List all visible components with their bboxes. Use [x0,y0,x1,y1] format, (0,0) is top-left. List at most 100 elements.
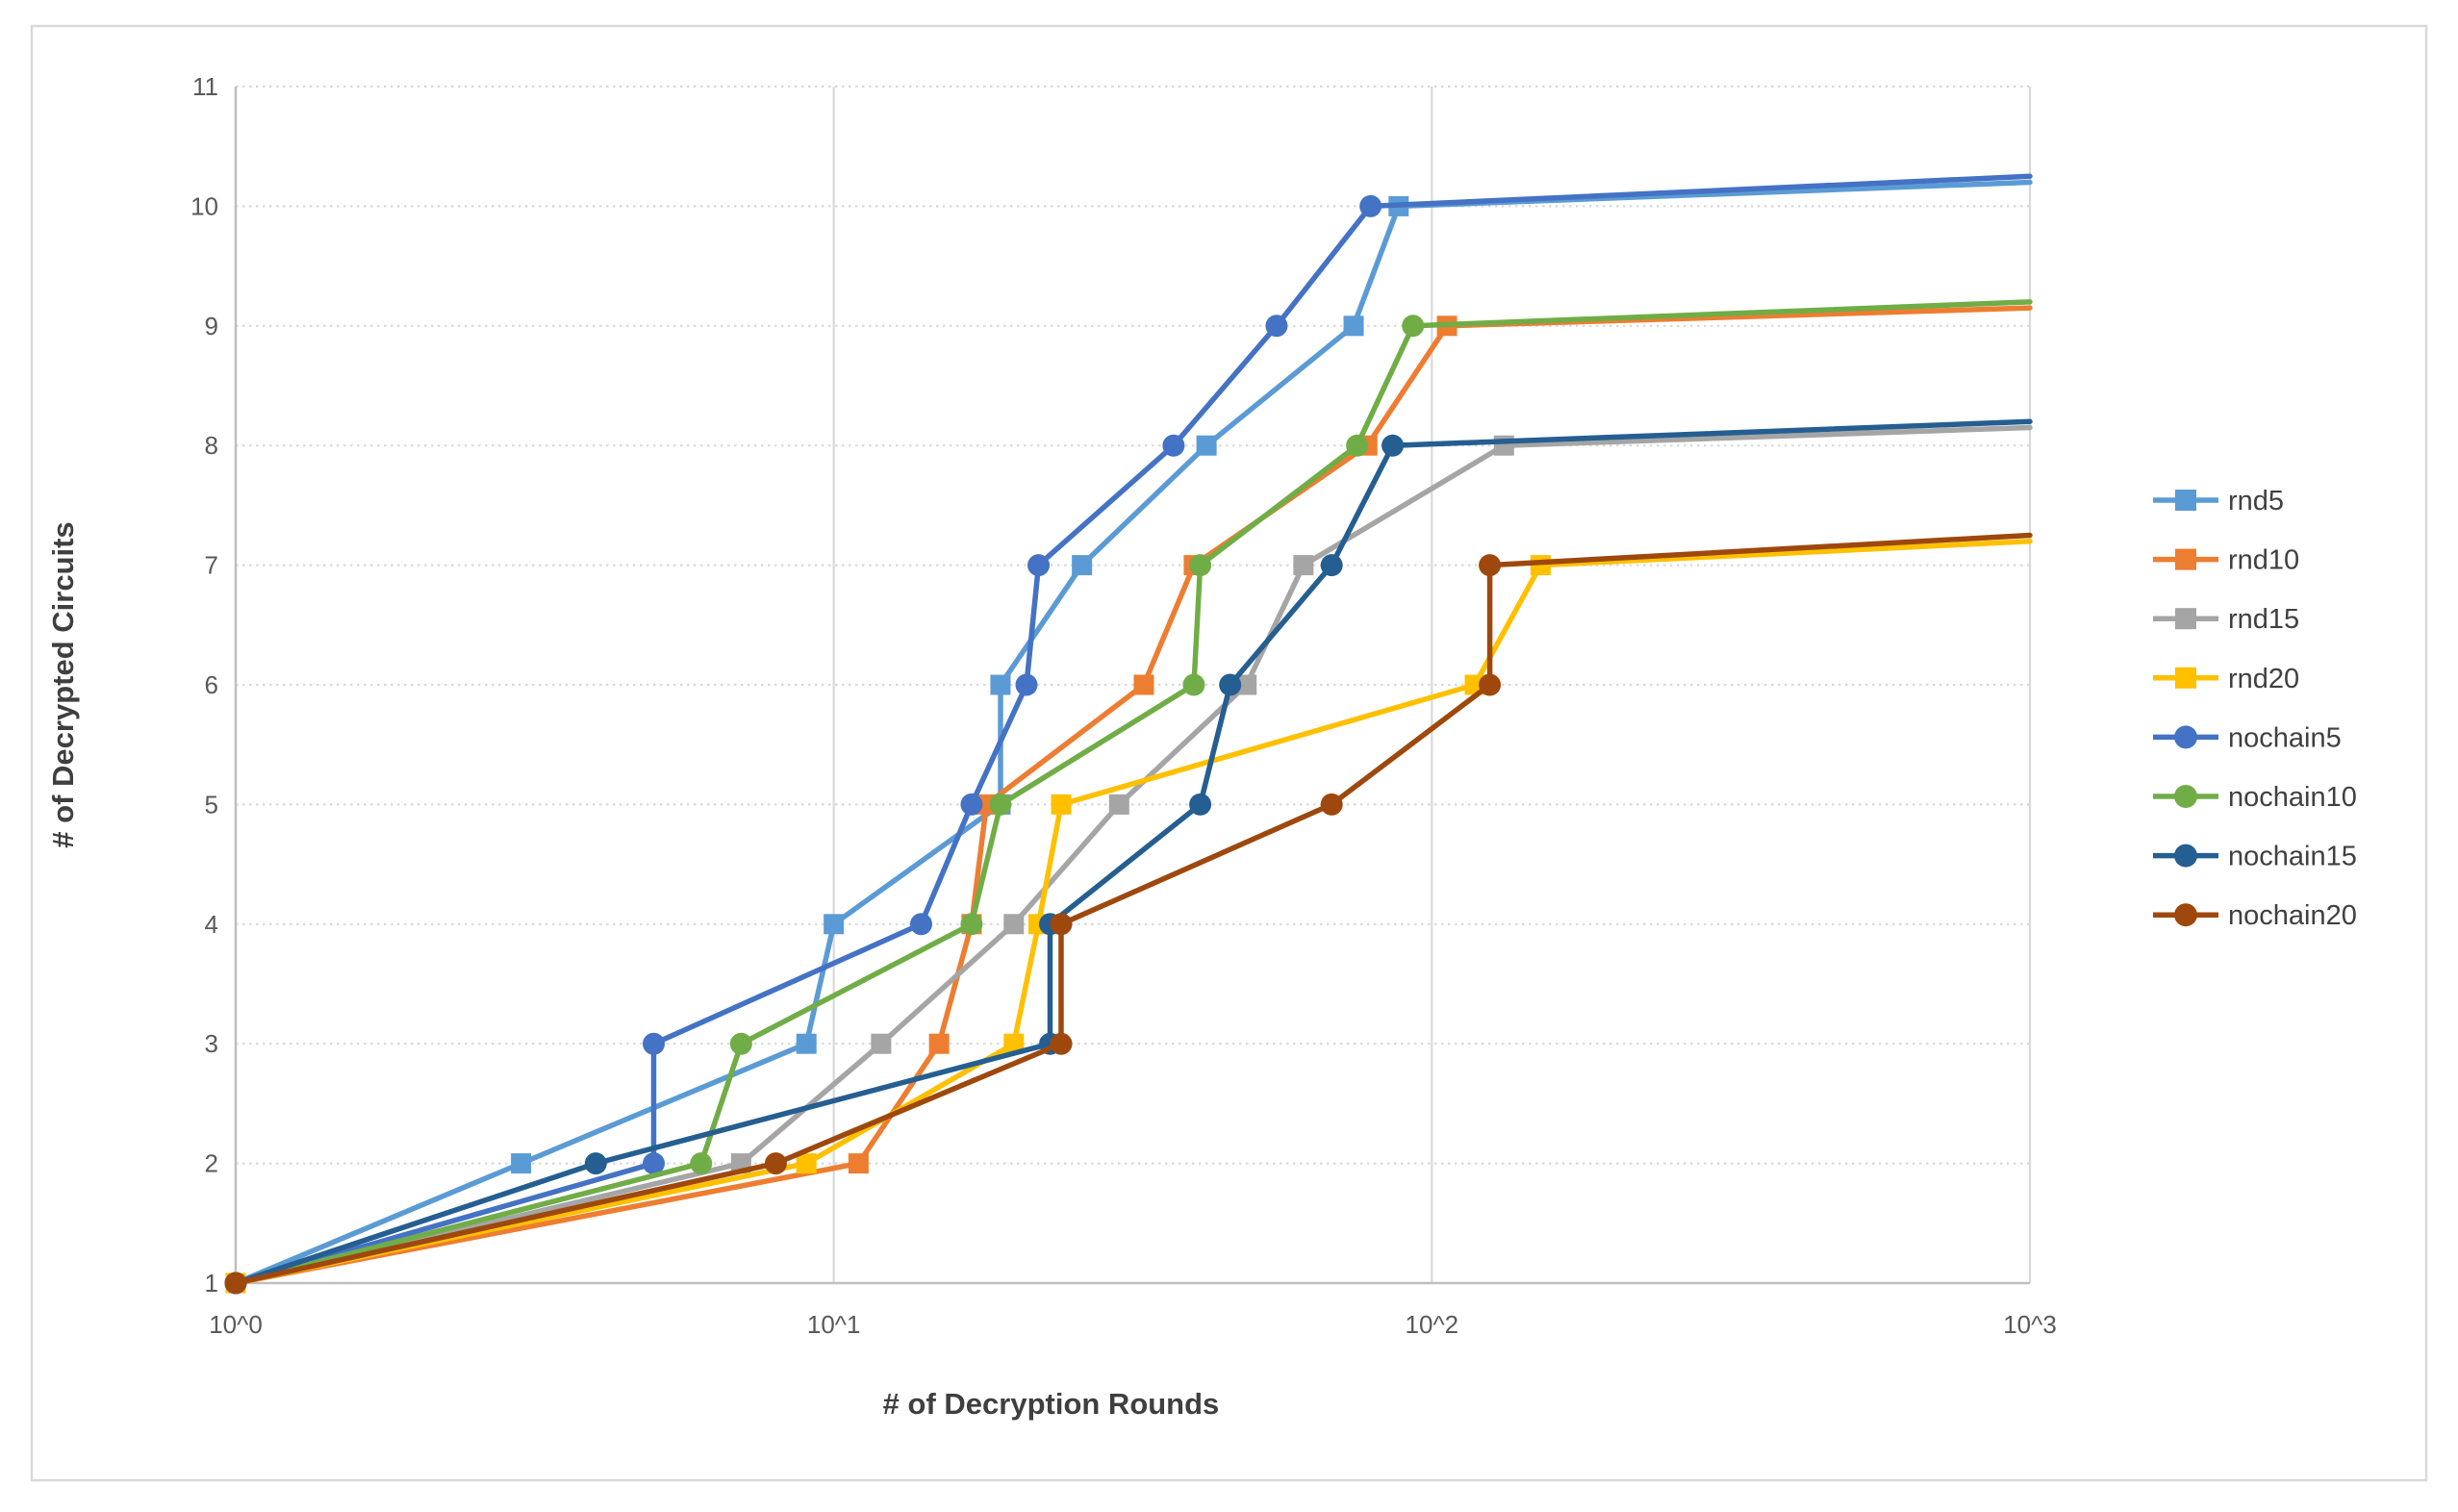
data-point-marker [1479,673,1502,696]
data-point-marker [928,1033,950,1054]
data-point-marker [960,913,983,936]
data-point-marker [1479,554,1502,577]
data-point-marker [224,1272,247,1295]
y-axis-title: # of Decrypted Circuits [46,521,80,847]
legend-label: rnd15 [2228,604,2299,635]
y-tick-label: 2 [205,1149,218,1178]
data-point-marker [796,1033,817,1054]
gridlines [236,85,2032,1283]
data-point-marker [1320,793,1343,816]
legend-marker-square [2175,667,2196,689]
data-point-marker [1402,315,1425,338]
data-point-marker [1219,673,1242,696]
data-point-marker [848,1153,869,1174]
legend-label: nochain20 [2228,900,2357,931]
y-tick-label: 1 [205,1269,218,1298]
data-point-marker [1381,434,1405,457]
y-tick-label: 6 [205,670,218,699]
data-point-marker [960,793,983,816]
data-point-marker [1189,554,1212,577]
x-tick-label: 10^2 [1406,1310,1459,1339]
data-point-marker [729,1032,752,1055]
data-point-marker [910,913,933,936]
data-point-marker [1051,794,1072,815]
data-point-marker [1003,914,1025,935]
data-point-marker [1027,554,1051,577]
data-point-marker [871,1033,892,1054]
data-point-marker [511,1153,532,1174]
data-point-marker [1108,794,1129,815]
x-tick-label: 10^1 [807,1310,861,1339]
data-point-marker [1293,555,1314,576]
data-point-marker [1050,1032,1073,1055]
legend-item-nochain20[interactable]: nochain20 [2153,900,2357,931]
data-point-marker [584,1152,607,1175]
legend-label: rnd10 [2228,545,2299,576]
legend-label: nochain5 [2228,722,2342,753]
series-line-rnd20 [233,538,2033,1286]
y-tick-label: 5 [205,790,218,819]
data-point-marker [1182,673,1205,696]
y-tick-label: 8 [205,431,218,460]
legend-label: nochain15 [2228,842,2357,872]
y-tick-label: 7 [205,551,218,580]
data-point-marker [1015,673,1038,696]
legend-marker-square [2175,608,2196,630]
y-tick-label: 10 [190,191,218,220]
legend-label: rnd20 [2228,664,2299,694]
x-tick-label: 10^0 [209,1310,263,1339]
y-tick-labels: 1 2 3 4 5 6 7 8 9 10 11 [190,72,218,1298]
series-line-nochain20 [233,532,2033,1286]
data-point-marker [1133,674,1154,695]
data-point-marker [1072,555,1093,576]
data-point-marker [1343,315,1364,337]
legend-item-rnd5[interactable]: rnd5 [2153,486,2284,517]
x-axis-title: # of Decryption Rounds [883,1387,1220,1421]
data-point-marker [1189,793,1212,816]
data-point-marker [1320,554,1343,577]
legend-marker-circle [2174,844,2197,868]
axes [234,87,2031,1285]
legend-item-rnd15[interactable]: rnd15 [2153,604,2299,635]
y-tick-label: 4 [205,910,218,939]
legend: rnd5 rnd10 rnd15 rnd20 nochain5 nochain10 noch… [2153,486,2357,931]
legend-item-rnd20[interactable]: rnd20 [2153,664,2299,694]
y-tick-label: 3 [205,1029,218,1058]
legend-marker-circle [2174,903,2197,927]
data-point-marker [1050,913,1073,936]
data-point-marker [989,793,1012,816]
data-point-marker [1236,674,1257,695]
legend-marker-circle [2174,725,2197,749]
series-line-nochain10 [233,299,2033,1286]
data-point-marker [796,1153,817,1174]
legend-label: rnd5 [2228,486,2284,517]
legend-marker-square [2175,548,2196,570]
data-point-marker [1162,434,1185,457]
data-point-marker [1359,194,1382,217]
series-nochain20 [224,532,2033,1295]
x-tick-label: 10^3 [2003,1310,2057,1339]
series-line-rnd10 [233,305,2033,1286]
data-point-marker [764,1152,787,1175]
legend-item-rnd10[interactable]: rnd10 [2153,545,2299,576]
data-point-marker [1265,315,1288,338]
data-point-marker [643,1152,666,1175]
legend-item-nochain10[interactable]: nochain10 [2153,782,2357,813]
data-point-marker [824,914,845,935]
data-point-marker [1196,435,1217,456]
data-point-marker [1346,434,1369,457]
y-tick-label: 9 [205,312,218,340]
legend-marker-square [2175,490,2196,511]
chart-border [30,24,2428,1482]
legend-label: nochain10 [2228,782,2357,813]
data-point-marker [1003,1033,1025,1054]
y-tick-label: 11 [192,72,218,101]
data-point-marker [990,674,1011,695]
legend-item-nochain15[interactable]: nochain15 [2153,842,2357,872]
data-point-marker [643,1032,666,1055]
legend-marker-circle [2174,785,2197,808]
legend-item-nochain5[interactable]: nochain5 [2153,722,2342,753]
